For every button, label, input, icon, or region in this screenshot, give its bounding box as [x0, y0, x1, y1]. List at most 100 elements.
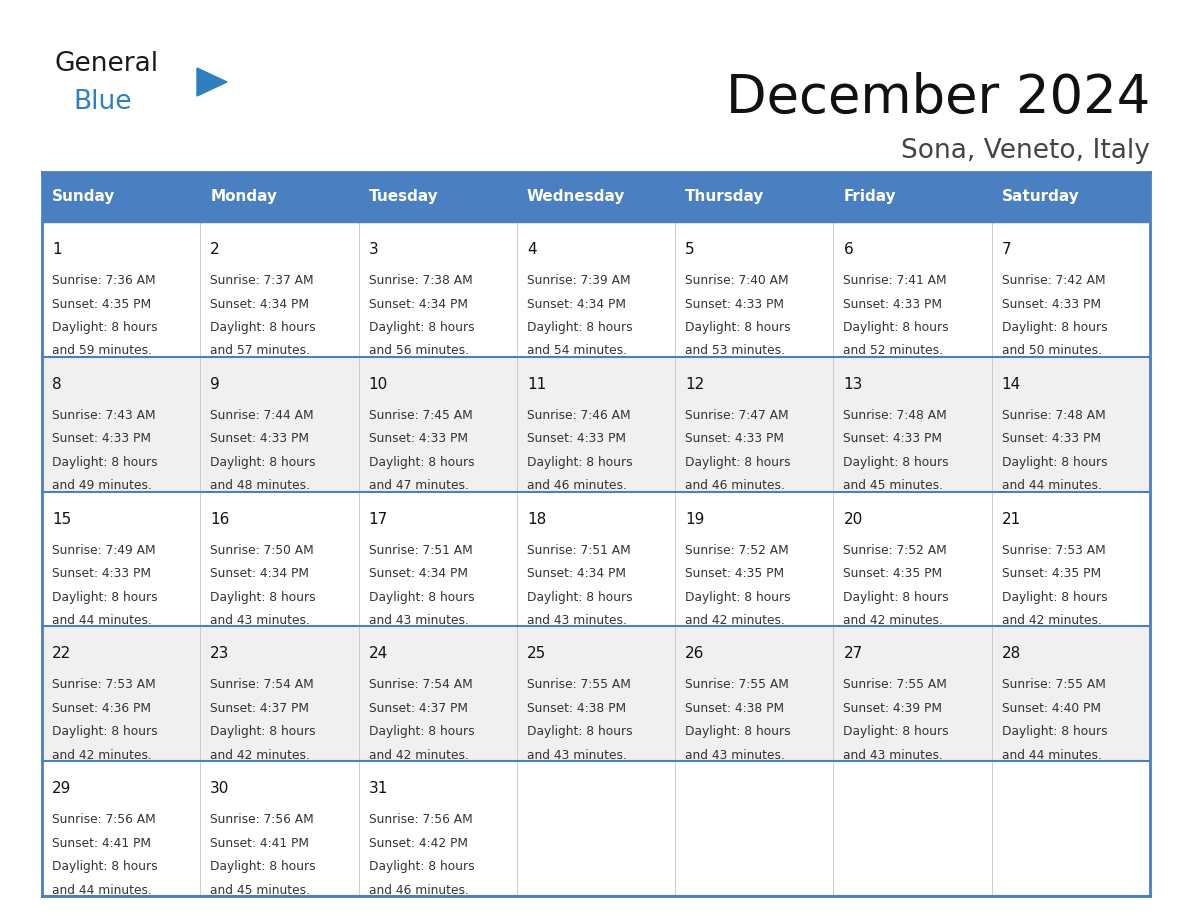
Text: Daylight: 8 hours: Daylight: 8 hours — [685, 456, 791, 469]
Bar — [992, 492, 1150, 626]
Text: 25: 25 — [526, 646, 546, 661]
Text: Daylight: 8 hours: Daylight: 8 hours — [368, 456, 474, 469]
Text: Daylight: 8 hours: Daylight: 8 hours — [526, 321, 632, 334]
Text: 10: 10 — [368, 376, 387, 392]
Text: Sunrise: 7:51 AM: Sunrise: 7:51 AM — [526, 543, 631, 556]
Bar — [992, 761, 1150, 896]
Text: Sunrise: 7:53 AM: Sunrise: 7:53 AM — [52, 678, 156, 691]
Text: Daylight: 8 hours: Daylight: 8 hours — [368, 725, 474, 738]
Text: Sunrise: 7:53 AM: Sunrise: 7:53 AM — [1001, 543, 1106, 556]
Text: and 54 minutes.: and 54 minutes. — [526, 344, 627, 357]
Text: Daylight: 8 hours: Daylight: 8 hours — [210, 590, 316, 604]
Text: Sunset: 4:34 PM: Sunset: 4:34 PM — [210, 297, 309, 310]
Bar — [42, 492, 201, 626]
Text: Sunset: 4:34 PM: Sunset: 4:34 PM — [210, 567, 309, 580]
Text: Sunrise: 7:48 AM: Sunrise: 7:48 AM — [1001, 409, 1106, 421]
Text: Sunset: 4:33 PM: Sunset: 4:33 PM — [1001, 297, 1101, 310]
Text: Sunrise: 7:39 AM: Sunrise: 7:39 AM — [526, 274, 631, 287]
Text: Tuesday: Tuesday — [368, 189, 438, 205]
Bar — [201, 357, 359, 492]
Text: Sunset: 4:38 PM: Sunset: 4:38 PM — [526, 702, 626, 715]
Text: Sunrise: 7:43 AM: Sunrise: 7:43 AM — [52, 409, 156, 421]
Text: and 42 minutes.: and 42 minutes. — [1001, 614, 1101, 627]
Text: 30: 30 — [210, 781, 229, 796]
Bar — [675, 357, 834, 492]
Text: Wednesday: Wednesday — [526, 189, 625, 205]
Text: Saturday: Saturday — [1001, 189, 1080, 205]
Bar — [42, 222, 201, 357]
Text: Daylight: 8 hours: Daylight: 8 hours — [526, 725, 632, 738]
Text: Sunrise: 7:55 AM: Sunrise: 7:55 AM — [843, 678, 947, 691]
Text: Sunrise: 7:51 AM: Sunrise: 7:51 AM — [368, 543, 473, 556]
Text: Daylight: 8 hours: Daylight: 8 hours — [843, 725, 949, 738]
Text: Sunset: 4:37 PM: Sunset: 4:37 PM — [368, 702, 468, 715]
Text: and 46 minutes.: and 46 minutes. — [526, 479, 627, 492]
Text: Sunset: 4:40 PM: Sunset: 4:40 PM — [1001, 702, 1101, 715]
Text: Sunrise: 7:38 AM: Sunrise: 7:38 AM — [368, 274, 473, 287]
Text: and 52 minutes.: and 52 minutes. — [843, 344, 943, 357]
Bar — [834, 222, 992, 357]
Bar — [675, 222, 834, 357]
Text: Daylight: 8 hours: Daylight: 8 hours — [685, 725, 791, 738]
Text: Sunrise: 7:49 AM: Sunrise: 7:49 AM — [52, 543, 156, 556]
Text: and 46 minutes.: and 46 minutes. — [368, 884, 468, 897]
Text: and 43 minutes.: and 43 minutes. — [368, 614, 468, 627]
Text: Sunset: 4:38 PM: Sunset: 4:38 PM — [685, 702, 784, 715]
Bar — [517, 492, 675, 626]
Text: Sunrise: 7:55 AM: Sunrise: 7:55 AM — [526, 678, 631, 691]
Text: General: General — [55, 51, 159, 77]
Text: Daylight: 8 hours: Daylight: 8 hours — [685, 590, 791, 604]
Text: Sunset: 4:35 PM: Sunset: 4:35 PM — [843, 567, 942, 580]
Bar — [201, 492, 359, 626]
Text: and 44 minutes.: and 44 minutes. — [52, 884, 152, 897]
Text: 12: 12 — [685, 376, 704, 392]
Text: 13: 13 — [843, 376, 862, 392]
Text: Sunset: 4:33 PM: Sunset: 4:33 PM — [843, 432, 942, 445]
Text: 17: 17 — [368, 511, 387, 527]
Text: Sunset: 4:33 PM: Sunset: 4:33 PM — [52, 432, 151, 445]
Text: Sunrise: 7:46 AM: Sunrise: 7:46 AM — [526, 409, 631, 421]
Text: Sunset: 4:34 PM: Sunset: 4:34 PM — [368, 567, 468, 580]
Text: and 45 minutes.: and 45 minutes. — [843, 479, 943, 492]
Text: Sunrise: 7:48 AM: Sunrise: 7:48 AM — [843, 409, 947, 421]
Text: Daylight: 8 hours: Daylight: 8 hours — [1001, 456, 1107, 469]
Bar — [834, 761, 992, 896]
Text: Sunrise: 7:47 AM: Sunrise: 7:47 AM — [685, 409, 789, 421]
Text: Sunrise: 7:54 AM: Sunrise: 7:54 AM — [210, 678, 314, 691]
Text: and 42 minutes.: and 42 minutes. — [210, 749, 310, 762]
Bar — [517, 357, 675, 492]
Text: 19: 19 — [685, 511, 704, 527]
Text: 5: 5 — [685, 242, 695, 257]
Text: Sunset: 4:35 PM: Sunset: 4:35 PM — [685, 567, 784, 580]
Text: Sunrise: 7:56 AM: Sunrise: 7:56 AM — [368, 813, 473, 826]
Text: 6: 6 — [843, 242, 853, 257]
Text: Sunrise: 7:56 AM: Sunrise: 7:56 AM — [210, 813, 314, 826]
Bar — [42, 761, 201, 896]
Text: Sunset: 4:33 PM: Sunset: 4:33 PM — [368, 432, 468, 445]
Text: Daylight: 8 hours: Daylight: 8 hours — [52, 456, 158, 469]
Text: Daylight: 8 hours: Daylight: 8 hours — [210, 321, 316, 334]
Bar — [675, 626, 834, 761]
Text: and 46 minutes.: and 46 minutes. — [685, 479, 785, 492]
Text: and 43 minutes.: and 43 minutes. — [685, 749, 785, 762]
Bar — [675, 172, 834, 222]
Text: December 2024: December 2024 — [726, 72, 1150, 124]
Text: Sunset: 4:37 PM: Sunset: 4:37 PM — [210, 702, 309, 715]
Polygon shape — [197, 68, 227, 96]
Bar — [359, 492, 517, 626]
Text: and 53 minutes.: and 53 minutes. — [685, 344, 785, 357]
Text: Sunrise: 7:54 AM: Sunrise: 7:54 AM — [368, 678, 473, 691]
Text: Sunrise: 7:45 AM: Sunrise: 7:45 AM — [368, 409, 473, 421]
Text: Daylight: 8 hours: Daylight: 8 hours — [843, 321, 949, 334]
Text: and 50 minutes.: and 50 minutes. — [1001, 344, 1101, 357]
Text: and 43 minutes.: and 43 minutes. — [526, 614, 627, 627]
Bar — [42, 626, 201, 761]
Bar — [42, 172, 201, 222]
Text: and 56 minutes.: and 56 minutes. — [368, 344, 468, 357]
Text: and 57 minutes.: and 57 minutes. — [210, 344, 310, 357]
Text: Daylight: 8 hours: Daylight: 8 hours — [52, 321, 158, 334]
Text: and 59 minutes.: and 59 minutes. — [52, 344, 152, 357]
Text: 28: 28 — [1001, 646, 1020, 661]
Text: Daylight: 8 hours: Daylight: 8 hours — [210, 456, 316, 469]
Text: and 43 minutes.: and 43 minutes. — [843, 749, 943, 762]
